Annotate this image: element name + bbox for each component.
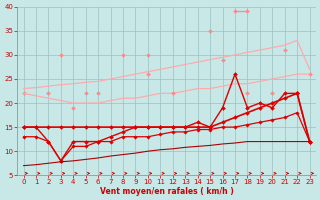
X-axis label: Vent moyen/en rafales ( km/h ): Vent moyen/en rafales ( km/h ) bbox=[100, 187, 234, 196]
